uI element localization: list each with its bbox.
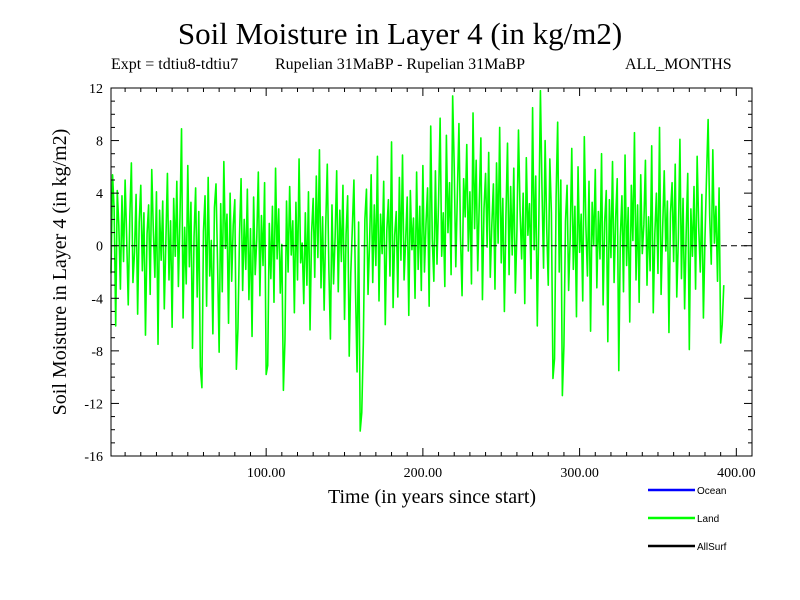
y-tick-label: 4 [96,187,103,202]
legend: Ocean Land AllSurf [648,486,727,553]
series-line-land [110,89,725,432]
y-tick-label: -4 [91,292,103,307]
y-tick-label: 8 [96,135,103,150]
x-tick-label: 200.00 [404,466,443,481]
legend-label-ocean: Ocean [697,486,726,497]
legend-label-allsurf: AllSurf [697,542,727,553]
series-layer [110,89,725,432]
x-axis-label: Time (in years since start) [328,486,536,508]
y-tick-label: -8 [91,345,103,360]
x-tick-label: 100.00 [247,466,286,481]
y-axis-label: Soil Moisture in Layer 4 (in kg/m2) [49,129,71,416]
axes-layer: -16 -12 -8 -4 0 4 8 12 100.00 200.00 300.00 400.00 [84,82,755,481]
x-tick-label: 400.00 [717,466,756,481]
months-label: ALL_MONTHS [625,56,732,73]
chart-title: Soil Moisture in Layer 4 (in kg/m2) [177,16,623,51]
y-tick-label: -16 [84,450,103,465]
y-tick-label: 0 [96,240,103,255]
y-tick-label: 12 [89,82,103,97]
experiment-label: Expt = tdtiu8-tdtiu7 [111,56,239,73]
period-label: Rupelian 31MaBP - Rupelian 31MaBP [275,56,526,73]
legend-label-land: Land [697,514,719,525]
x-tick-label: 300.00 [560,466,599,481]
y-tick-label: -12 [84,397,103,412]
